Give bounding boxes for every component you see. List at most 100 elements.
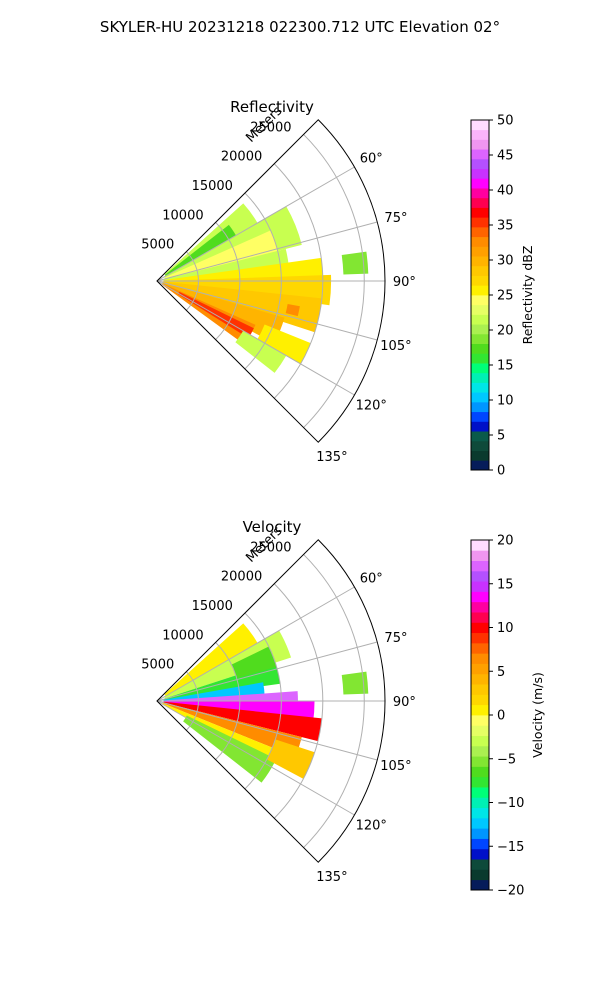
colorbar-tick-label: 10 — [497, 621, 514, 636]
colorbar-swatch — [471, 787, 489, 798]
colorbar-swatch — [471, 694, 489, 706]
colorbar-swatch — [471, 314, 489, 325]
velocity-panel: Velocity 5000 10000 15000 20000 25000 60° 75° 9… — [141, 518, 545, 899]
colorbar-swatch — [471, 612, 489, 623]
colorbar-swatch — [471, 673, 489, 685]
colorbar-swatch — [471, 372, 489, 383]
azimuth-gridline — [156, 221, 378, 282]
radar-data-sector — [183, 715, 277, 783]
colorbar-tick-label: 5 — [497, 665, 505, 680]
colorbar-tick-label: 15 — [497, 359, 514, 374]
colorbar-swatch — [471, 382, 489, 393]
range-tick-label: 15000 — [192, 179, 233, 194]
colorbar-swatch — [471, 560, 489, 572]
colorbar-swatch — [471, 265, 489, 276]
colorbar-swatch — [471, 343, 489, 354]
colorbar-swatch — [471, 168, 489, 179]
range-tick-label: 10000 — [162, 628, 203, 643]
velocity-colorbar-label: Velocity (m/s) — [530, 672, 545, 758]
colorbar-tick-label: 5 — [497, 429, 505, 444]
azimuth-gridline — [156, 700, 355, 816]
colorbar-swatch — [471, 550, 489, 561]
figure-suptitle: SKYLER-HU 20231218 022300.712 UTC Elevat… — [100, 18, 500, 36]
colorbar-swatch — [471, 431, 489, 442]
radar-data-sector — [231, 646, 277, 679]
range-tick-label: 25000 — [250, 540, 291, 555]
azimuth-tick-label: 105° — [380, 759, 411, 774]
radar-data-sector — [257, 324, 311, 364]
azimuth-gridline — [156, 700, 378, 761]
range-tick-label: 15000 — [192, 599, 233, 614]
radar-data-sector — [235, 330, 287, 373]
colorbar-swatch — [471, 440, 489, 451]
colorbar-swatch — [471, 838, 489, 850]
azimuth-tick-label: 120° — [356, 399, 387, 414]
colorbar-swatch — [471, 859, 489, 870]
radar-data-sector — [341, 251, 369, 275]
colorbar-swatch — [471, 817, 489, 829]
radar-data-sector — [164, 230, 280, 280]
colorbar-tick-label: 30 — [497, 254, 514, 269]
range-tick-label: 20000 — [221, 570, 262, 585]
colorbar-tick-label: −10 — [497, 796, 524, 811]
radar-data-sector — [163, 701, 322, 742]
azimuth-tick-label: 60° — [360, 571, 383, 586]
colorbar-swatch — [471, 776, 489, 788]
colorbar-swatch — [471, 684, 489, 695]
colorbar-swatch — [471, 197, 489, 208]
range-tick-label: 5000 — [141, 238, 174, 253]
colorbar-swatch — [471, 828, 489, 839]
colorbar-tick-label: 20 — [497, 534, 514, 549]
colorbar-swatch — [471, 353, 489, 364]
colorbar-swatch — [471, 139, 489, 150]
colorbar-swatch — [471, 217, 489, 228]
radar-data-sector — [164, 630, 292, 699]
colorbar-swatch — [471, 304, 489, 315]
azimuth-tick-label: 75° — [384, 631, 407, 646]
colorbar-swatch — [471, 869, 489, 881]
azimuth-tick-label: 90° — [393, 695, 416, 710]
colorbar-swatch — [471, 715, 489, 726]
colorbar-swatch — [471, 324, 489, 335]
colorbar-swatch — [471, 256, 489, 267]
radar-data-sector — [341, 671, 369, 695]
colorbar-tick-label: 25 — [497, 289, 514, 304]
colorbar-swatch — [471, 632, 489, 644]
colorbar-swatch — [471, 149, 489, 160]
colorbar-swatch — [471, 570, 489, 582]
velocity-title: Velocity — [243, 518, 302, 536]
colorbar-swatch — [471, 540, 489, 551]
colorbar-swatch — [471, 226, 489, 238]
colorbar-swatch — [471, 295, 489, 306]
polar-frame — [156, 119, 386, 443]
colorbar-swatch — [471, 745, 489, 757]
colorbar-swatch — [471, 756, 489, 767]
radar-data-sector — [285, 304, 300, 317]
colorbar-swatch — [471, 766, 489, 778]
colorbar-tick-label: −15 — [497, 840, 524, 855]
colorbar-tick-label: 20 — [497, 324, 514, 339]
reflectivity-panel: Reflectivity 5000 10000 15000 20000 25000 60°… — [141, 98, 535, 479]
range-tick-label: 20000 — [221, 150, 262, 165]
colorbar-swatch — [471, 401, 489, 413]
azimuth-tick-label: 105° — [380, 339, 411, 354]
reflectivity-title: Reflectivity — [230, 98, 314, 116]
colorbar-swatch — [471, 333, 489, 345]
colorbar-swatch — [471, 158, 489, 170]
radar-data-sector — [161, 283, 256, 345]
colorbar-swatch — [471, 601, 489, 613]
velocity-sector: 5000 10000 15000 20000 25000 60° 75° 90° 105° 120… — [141, 523, 416, 884]
colorbar-tick-label: 45 — [497, 149, 514, 164]
colorbar-swatch — [471, 236, 489, 247]
colorbar-tick-label: 50 — [497, 114, 514, 129]
azimuth-gridline — [156, 641, 378, 702]
colorbar-tick-label: 0 — [497, 709, 505, 724]
reflectivity-colorbar: 0 5 10 15 20 25 30 35 40 45 50 — [470, 114, 514, 479]
colorbar-swatch — [471, 120, 489, 131]
radar-data-sector — [162, 702, 302, 757]
azimuth-gridline — [156, 280, 355, 396]
colorbar-swatch — [471, 848, 489, 860]
colorbar-swatch — [471, 642, 489, 654]
colorbar-swatch — [471, 207, 489, 218]
